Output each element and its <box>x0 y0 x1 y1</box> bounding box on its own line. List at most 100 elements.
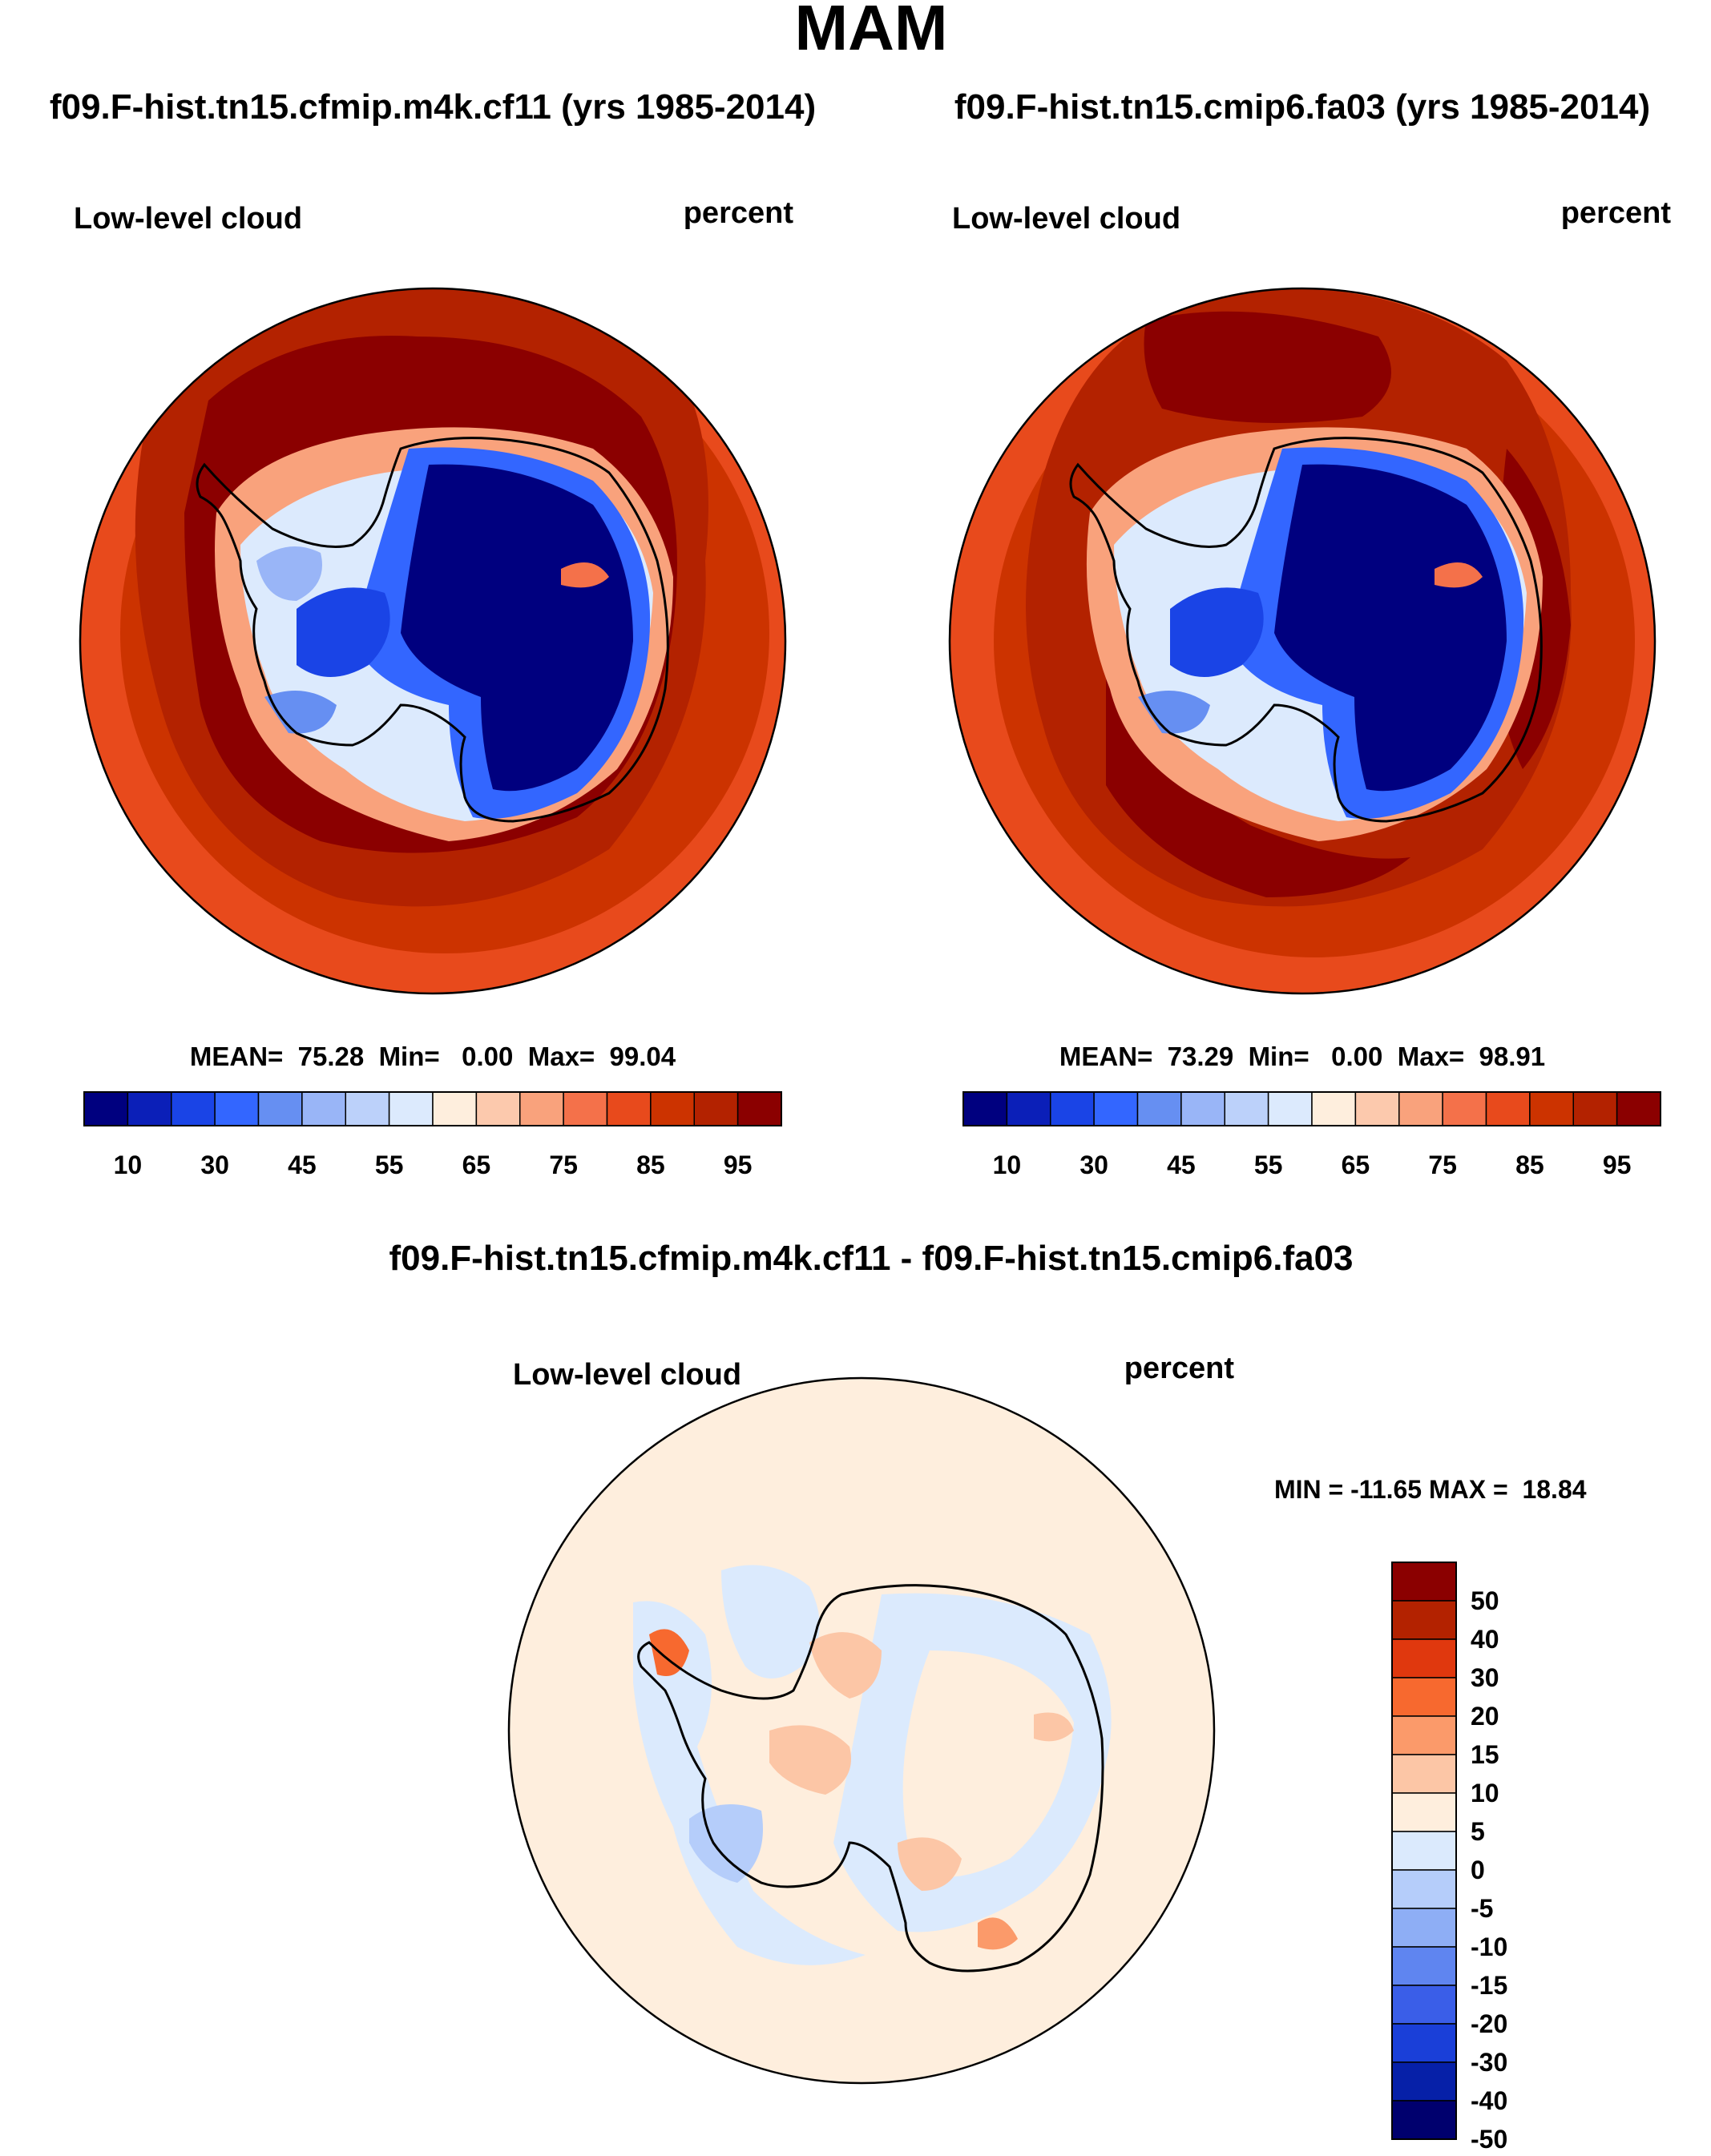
left-colorbar-swatch <box>257 1091 303 1126</box>
left-map-border <box>79 287 787 995</box>
right-colorbar-swatch <box>1224 1091 1269 1126</box>
left-case-title: f09.F-hist.tn15.cfmip.m4k.cf11 (yrs 1985… <box>50 87 816 127</box>
left-colorbar-swatch <box>345 1091 390 1126</box>
right-colorbar-swatch <box>1442 1091 1487 1126</box>
right-colorbar-tick-label: 55 <box>1254 1151 1283 1179</box>
difference-colorbar-tick-label: -50 <box>1471 2125 1507 2154</box>
left-colorbar-tick-label: 30 <box>200 1151 229 1179</box>
left-colorbar-tick-label: 75 <box>549 1151 578 1179</box>
difference-colorbar-swatch <box>1391 1946 1457 1986</box>
left-colorbar-swatch <box>475 1091 521 1126</box>
left-colorbar: 10 30 45 55 65 75 85 95 <box>83 1091 782 1179</box>
right-colorbar-tick-label: 30 <box>1079 1151 1108 1179</box>
difference-colorbar-swatch <box>1391 1869 1457 1909</box>
right-colorbar-swatch <box>1311 1091 1357 1126</box>
right-colorbar-tick-label: 85 <box>1515 1151 1544 1179</box>
left-colorbar-tick-label: 65 <box>462 1151 491 1179</box>
difference-colorbar-tick-label: -15 <box>1471 1971 1507 2000</box>
difference-colorbar-swatch <box>1391 1831 1457 1871</box>
difference-colorbar-swatch <box>1391 1792 1457 1832</box>
right-colorbar-tick-label: 75 <box>1428 1151 1457 1179</box>
difference-variable-label: Low-level cloud <box>513 1358 741 1392</box>
right-colorbar-swatch <box>1136 1091 1182 1126</box>
right-map-border <box>948 287 1657 995</box>
left-colorbar-swatch <box>606 1091 652 1126</box>
difference-colorbar-tick-label: 5 <box>1471 1817 1485 1846</box>
right-colorbar-swatch <box>1616 1091 1661 1126</box>
right-colorbar-tick-label: 65 <box>1342 1151 1370 1179</box>
right-colorbar-tick-label: 45 <box>1167 1151 1196 1179</box>
left-colorbar-tick-label: 85 <box>636 1151 665 1179</box>
right-colorbar-frame <box>962 1091 1661 1126</box>
difference-colorbar-swatch <box>1391 1600 1457 1640</box>
left-colorbar-tick-label: 10 <box>114 1151 143 1179</box>
left-colorbar-swatch <box>388 1091 434 1126</box>
difference-colorbar-tick-label: 40 <box>1471 1625 1499 1654</box>
difference-colorbar-tick-label: -20 <box>1471 2009 1507 2038</box>
difference-coastline <box>637 1584 1104 1973</box>
difference-colorbar-swatch <box>1391 1638 1457 1678</box>
left-units-label: percent <box>684 196 794 230</box>
right-colorbar-swatch <box>1006 1091 1051 1126</box>
right-colorbar-swatch <box>1354 1091 1400 1126</box>
right-colorbar-swatch <box>1267 1091 1313 1126</box>
left-colorbar-swatch <box>301 1091 346 1126</box>
difference-colorbar-tick-label: 10 <box>1471 1779 1499 1807</box>
right-colorbar-swatch <box>1093 1091 1139 1126</box>
right-colorbar-tick-label: 95 <box>1603 1151 1632 1179</box>
left-stats: MEAN= 75.28 Min= 0.00 Max= 99.04 <box>190 1042 676 1071</box>
left-colorbar-swatch <box>432 1091 478 1126</box>
difference-colorbar-tick-label: 20 <box>1471 1702 1499 1731</box>
difference-colorbar-swatch <box>1391 1562 1457 1602</box>
left-colorbar-swatch <box>563 1091 608 1126</box>
difference-colorbar-tick-label: -40 <box>1471 2086 1507 2115</box>
left-colorbar-swatch <box>127 1091 172 1126</box>
difference-stats: MIN = -11.65 MAX = 18.84 <box>1274 1475 1587 1504</box>
right-stats: MEAN= 73.29 Min= 0.00 Max= 98.91 <box>1059 1042 1545 1071</box>
left-colorbar-swatch <box>693 1091 739 1126</box>
difference-units-label: percent <box>1124 1352 1235 1385</box>
right-colorbar: 10 30 45 55 65 75 85 95 <box>962 1091 1661 1179</box>
difference-colorbar-swatch <box>1391 1677 1457 1717</box>
right-case-title: f09.F-hist.tn15.cmip6.fa03 (yrs 1985-201… <box>954 87 1650 127</box>
difference-colorbar-tick-label: -5 <box>1471 1894 1493 1923</box>
difference-colorbar-swatch <box>1391 1985 1457 2025</box>
difference-colorbar-swatch <box>1391 2061 1457 2102</box>
left-colorbar-tick-label: 55 <box>375 1151 404 1179</box>
difference-colorbar-swatch <box>1391 1754 1457 1794</box>
right-colorbar-swatch <box>962 1091 1008 1126</box>
difference-colorbar-swatch <box>1391 2100 1457 2140</box>
difference-colorbar-swatch <box>1391 1715 1457 1755</box>
left-colorbar-swatch <box>736 1091 782 1126</box>
left-variable-label: Low-level cloud <box>74 202 302 236</box>
left-colorbar-tick-label: 95 <box>724 1151 753 1179</box>
right-coastline <box>1069 437 1543 823</box>
left-colorbar-tick-label: 45 <box>288 1151 317 1179</box>
left-colorbar-swatch <box>83 1091 129 1126</box>
left-polar-map <box>80 288 785 993</box>
difference-polar-map <box>509 1378 1214 2083</box>
right-units-label: percent <box>1561 196 1672 230</box>
difference-map-border <box>507 1376 1216 2085</box>
left-colorbar-swatch <box>650 1091 695 1126</box>
right-polar-map <box>950 288 1655 993</box>
left-colorbar-swatch <box>214 1091 260 1126</box>
figure-title: MAM <box>794 0 947 63</box>
right-colorbar-swatch <box>1050 1091 1095 1126</box>
right-colorbar-tick-label: 10 <box>993 1151 1022 1179</box>
right-colorbar-swatch <box>1572 1091 1618 1126</box>
left-coastline <box>196 437 669 823</box>
difference-colorbar-tick-label: 50 <box>1471 1586 1499 1615</box>
right-variable-label: Low-level cloud <box>952 202 1180 236</box>
left-colorbar-swatch <box>171 1091 216 1126</box>
difference-colorbar-swatch <box>1391 2023 1457 2063</box>
right-colorbar-swatch <box>1398 1091 1443 1126</box>
right-colorbar-swatch <box>1529 1091 1574 1126</box>
difference-title: f09.F-hist.tn15.cfmip.m4k.cf11 - f09.F-h… <box>389 1239 1353 1278</box>
difference-colorbar-swatch <box>1391 1908 1457 1948</box>
left-colorbar-swatch <box>519 1091 564 1126</box>
right-colorbar-swatch <box>1180 1091 1225 1126</box>
difference-colorbar-tick-label: 30 <box>1471 1663 1499 1692</box>
